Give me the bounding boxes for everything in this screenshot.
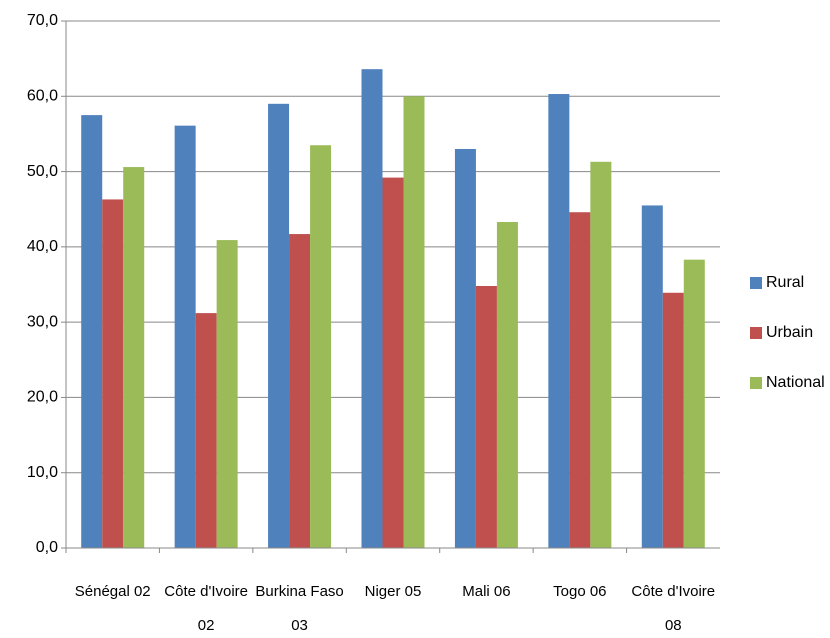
bar xyxy=(361,69,383,548)
x-tick-label: Niger 05 xyxy=(364,583,422,600)
bar xyxy=(382,177,404,548)
bar xyxy=(403,96,425,549)
bar xyxy=(81,115,103,548)
legend-label: National xyxy=(766,374,825,391)
legend-label: Rural xyxy=(766,274,804,291)
legend-label: Urbain xyxy=(766,324,813,341)
x-tick-label: Burkina Faso 03 xyxy=(255,583,344,634)
bar xyxy=(195,313,217,548)
bar xyxy=(102,199,124,549)
bar xyxy=(289,234,311,548)
bar xyxy=(641,205,663,548)
bar xyxy=(123,167,145,548)
legend-swatch xyxy=(750,377,762,389)
bar xyxy=(683,259,705,548)
bar xyxy=(590,161,612,548)
bar xyxy=(174,125,196,548)
x-tick-label: Sénégal 02 xyxy=(74,583,151,600)
bar xyxy=(496,222,518,548)
bar xyxy=(662,292,684,548)
x-tick-label: Mali 06 xyxy=(462,583,511,600)
bar xyxy=(310,145,332,548)
bar xyxy=(475,286,497,548)
y-tick-label: 40,0 xyxy=(27,238,58,255)
x-tick-label: Côte d'Ivoire 02 xyxy=(164,583,249,634)
y-tick-label: 30,0 xyxy=(27,313,58,330)
bar xyxy=(548,94,570,548)
bar xyxy=(268,103,290,549)
y-tick-label: 10,0 xyxy=(27,464,58,481)
y-tick-label: 0,0 xyxy=(36,539,58,556)
bar xyxy=(454,148,476,548)
y-tick-label: 70,0 xyxy=(27,12,58,29)
bar xyxy=(569,212,591,548)
y-tick-label: 50,0 xyxy=(27,163,58,180)
legend-swatch xyxy=(750,277,762,289)
y-tick-label: 60,0 xyxy=(27,88,58,105)
y-tick-label: 20,0 xyxy=(27,389,58,406)
bar xyxy=(216,240,238,548)
x-tick-label: Togo 06 xyxy=(553,583,607,600)
x-tick-label: Côte d'Ivoire 08 xyxy=(631,583,716,634)
legend-swatch xyxy=(750,327,762,339)
